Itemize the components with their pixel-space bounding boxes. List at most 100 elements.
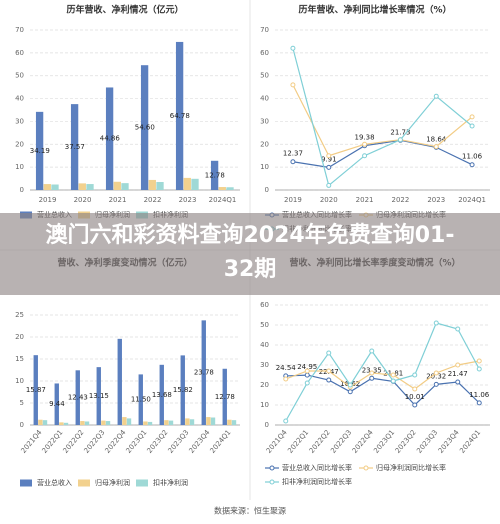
point bbox=[326, 350, 332, 356]
legend-label: 扣非净利润同比增长率 bbox=[282, 477, 352, 486]
x-tick-label: 2021Q4 bbox=[265, 428, 289, 455]
bar bbox=[218, 187, 226, 190]
point bbox=[433, 93, 439, 99]
point bbox=[455, 326, 461, 332]
point bbox=[304, 372, 310, 378]
y-tick-label: 10 bbox=[15, 163, 24, 171]
x-tick-label: 2023Q2 bbox=[394, 428, 418, 454]
x-tick-label: 2022Q3 bbox=[329, 428, 353, 454]
x-tick-label: 2023Q4 bbox=[188, 428, 212, 455]
legend-item: 扣非净利润同比增长率 bbox=[265, 477, 352, 486]
legend-swatch bbox=[269, 479, 275, 485]
legend-swatch bbox=[269, 465, 275, 471]
x-tick-label: 2019 bbox=[284, 196, 302, 204]
point bbox=[369, 348, 375, 354]
y-tick-label: 5 bbox=[20, 399, 24, 407]
bar bbox=[159, 364, 164, 425]
y-tick-label: 20 bbox=[15, 333, 24, 341]
x-tick-label: 2022Q3 bbox=[83, 428, 107, 454]
bar bbox=[54, 383, 59, 425]
bar bbox=[138, 374, 143, 425]
y-tick-label: 30 bbox=[260, 361, 269, 369]
bar bbox=[80, 421, 85, 425]
bar bbox=[175, 41, 184, 190]
y-tick-label: 0 bbox=[20, 421, 24, 429]
data-label: 24.95 bbox=[297, 363, 317, 371]
point bbox=[304, 368, 310, 374]
y-tick-label: 0 bbox=[20, 186, 24, 194]
point bbox=[326, 153, 332, 159]
point bbox=[283, 418, 289, 424]
bar bbox=[147, 421, 153, 425]
legend-item: 营业总收入同比增长率 bbox=[265, 463, 352, 472]
data-label: 21.73 bbox=[390, 128, 410, 136]
point bbox=[369, 375, 375, 381]
point bbox=[469, 162, 475, 168]
legend-label: 扣非净利润 bbox=[153, 478, 188, 487]
x-tick-label: 2024Q1 bbox=[209, 196, 237, 204]
y-tick-label: 30 bbox=[15, 117, 24, 125]
x-tick-label: 2024Q1 bbox=[209, 428, 233, 454]
y-tick-label: 60 bbox=[260, 301, 269, 309]
bar bbox=[96, 367, 101, 425]
point bbox=[469, 114, 475, 120]
bar bbox=[122, 417, 127, 425]
x-tick-label: 2022Q2 bbox=[62, 428, 86, 454]
data-label: 54.60 bbox=[135, 124, 155, 132]
legend-label: 归母净利润同比增长率 bbox=[376, 463, 446, 472]
data-label: 18.64 bbox=[426, 135, 447, 143]
x-tick-label: 2023Q4 bbox=[437, 428, 461, 455]
bar bbox=[78, 183, 86, 190]
bar bbox=[117, 338, 122, 425]
point bbox=[347, 382, 353, 388]
y-tick-label: 30 bbox=[260, 117, 269, 125]
point bbox=[326, 164, 332, 170]
point bbox=[290, 159, 296, 165]
overlay-text: 澳门六和彩资料查询2024年免费查询01-32期 bbox=[45, 223, 455, 282]
x-tick-label: 2023Q2 bbox=[146, 428, 170, 454]
point bbox=[290, 45, 296, 51]
x-tick-label: 2022 bbox=[392, 196, 410, 204]
line bbox=[285, 374, 480, 406]
y-tick-label: 10 bbox=[260, 401, 269, 409]
bar bbox=[86, 184, 94, 190]
point bbox=[362, 153, 368, 159]
point bbox=[433, 320, 439, 326]
y-tick-label: 70 bbox=[260, 26, 269, 34]
bar bbox=[101, 420, 106, 425]
bar bbox=[226, 187, 234, 190]
bar bbox=[84, 421, 90, 425]
bar bbox=[191, 178, 199, 190]
overlay-band bbox=[0, 213, 500, 295]
legend-label: 归母净利润 bbox=[95, 478, 130, 487]
legend-label: 营业总收入 bbox=[37, 478, 72, 487]
bar bbox=[42, 420, 48, 425]
data-label: 9.91 bbox=[321, 155, 337, 163]
legend-swatch bbox=[363, 465, 369, 471]
bar bbox=[113, 181, 121, 190]
x-tick-label: 2023 bbox=[427, 196, 445, 204]
bar bbox=[189, 419, 195, 425]
point bbox=[390, 372, 396, 378]
bar bbox=[206, 417, 211, 425]
point bbox=[290, 82, 296, 88]
x-tick-label: 2020 bbox=[74, 196, 92, 204]
bar bbox=[164, 420, 169, 425]
x-tick-label: 2023 bbox=[179, 196, 197, 204]
point bbox=[455, 379, 461, 385]
line bbox=[292, 84, 473, 157]
y-tick-label: 70 bbox=[15, 26, 24, 34]
data-label: 15.87 bbox=[26, 386, 46, 394]
point bbox=[476, 400, 482, 406]
legend-swatch bbox=[20, 479, 32, 487]
bar bbox=[70, 104, 79, 190]
x-tick-label: 2023Q3 bbox=[415, 428, 439, 454]
point bbox=[369, 370, 375, 376]
bar bbox=[35, 111, 44, 190]
x-tick-label: 2020 bbox=[320, 196, 338, 204]
point bbox=[397, 137, 403, 143]
data-label: 9.44 bbox=[49, 400, 65, 408]
x-tick-label: 2022Q1 bbox=[286, 428, 310, 454]
point bbox=[455, 362, 461, 368]
bar bbox=[43, 184, 51, 190]
